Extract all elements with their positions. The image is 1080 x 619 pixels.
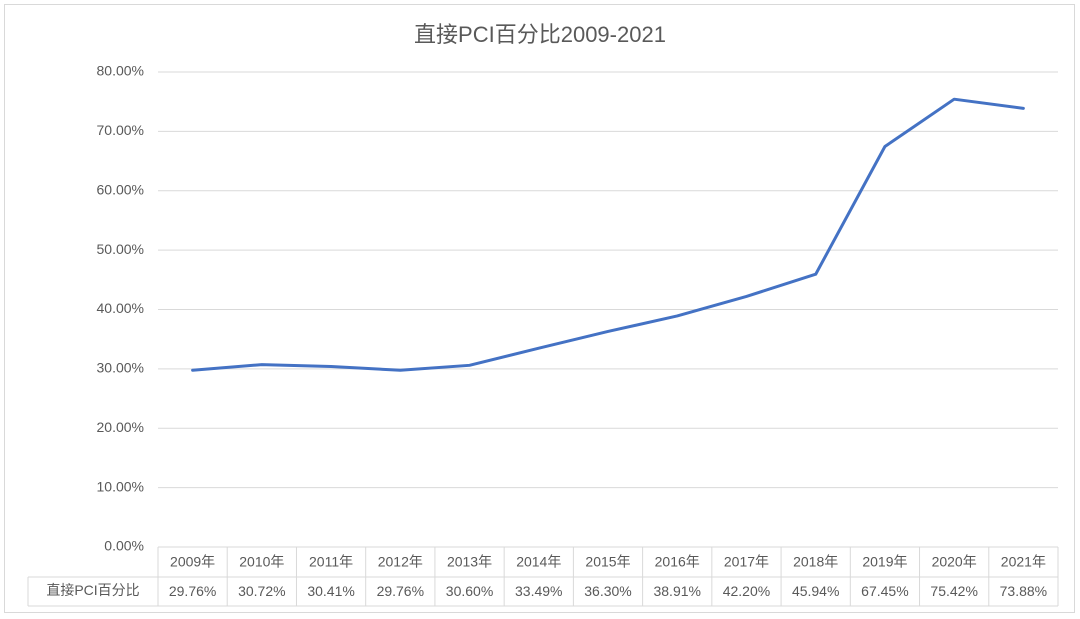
x-tick-label: 2021年 (1001, 554, 1046, 570)
data-label: 45.94% (792, 583, 839, 599)
data-label: 36.30% (584, 583, 631, 599)
data-label: 75.42% (930, 583, 977, 599)
x-tick-label: 2013年 (447, 554, 492, 570)
x-tick-label: 2011年 (309, 554, 353, 570)
data-label: 73.88% (1000, 583, 1047, 599)
x-tick-label: 2017年 (724, 554, 769, 570)
x-tick-label: 2018年 (793, 554, 838, 570)
y-tick-label: 40.00% (97, 300, 144, 316)
x-tick-label: 2012年 (378, 554, 423, 570)
data-label: 38.91% (653, 583, 700, 599)
x-tick-label: 2019年 (862, 554, 907, 570)
y-tick-label: 60.00% (97, 181, 144, 197)
y-tick-label: 0.00% (104, 538, 144, 554)
data-label: 30.60% (446, 583, 493, 599)
data-label: 33.49% (515, 583, 562, 599)
data-label: 30.41% (307, 583, 354, 599)
data-label: 42.20% (723, 583, 770, 599)
y-tick-label: 80.00% (97, 63, 144, 79)
y-tick-label: 20.00% (97, 419, 144, 435)
data-label: 67.45% (861, 583, 908, 599)
y-tick-label: 70.00% (97, 122, 144, 138)
x-tick-label: 2014年 (516, 554, 561, 570)
chart-border (4, 4, 1075, 613)
x-tick-label: 2010年 (239, 554, 284, 570)
data-label: 29.76% (169, 583, 216, 599)
series-line (191, 97, 1025, 372)
x-tick-label: 2020年 (932, 554, 977, 570)
x-tick-label: 2015年 (585, 554, 630, 570)
y-tick-label: 10.00% (97, 478, 144, 494)
data-label: 30.72% (238, 583, 285, 599)
data-label: 29.76% (377, 583, 424, 599)
y-tick-label: 30.00% (97, 360, 144, 376)
legend-label: 直接PCI百分比 (46, 582, 139, 598)
y-tick-label: 50.00% (97, 241, 144, 257)
chart-title: 直接PCI百分比2009-2021 (414, 22, 666, 47)
x-tick-label: 2016年 (655, 554, 700, 570)
x-tick-label: 2009年 (170, 554, 215, 570)
